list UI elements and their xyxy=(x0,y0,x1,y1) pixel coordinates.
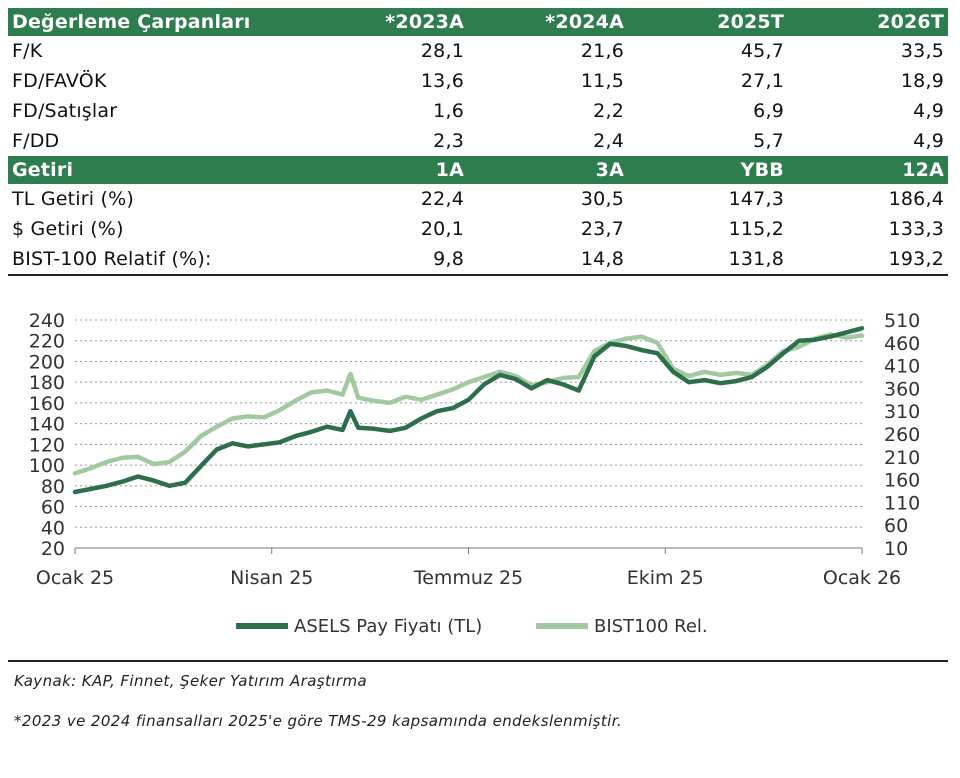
row-label: FD/Satışlar xyxy=(12,100,118,122)
table-cell: 22,4 xyxy=(420,188,464,210)
y-left-tick-label: 160 xyxy=(29,393,65,415)
header-cell: 2025T xyxy=(628,8,788,36)
table-cell: 4,9 xyxy=(913,100,944,122)
table-row: FD/FAVÖK 13,6 11,5 27,1 18,9 xyxy=(8,66,948,96)
y-right-tick-label: 160 xyxy=(884,470,920,492)
returns-header-row: Getiri 1A 3A YBB 12A xyxy=(8,156,948,184)
header-cell: YBB xyxy=(628,156,788,184)
header-cell: 3A xyxy=(468,156,628,184)
y-right-tick-label: 260 xyxy=(884,424,920,446)
asels-price-line xyxy=(72,326,865,495)
table-cell: 186,4 xyxy=(888,188,944,210)
header-cell: Getiri xyxy=(8,156,318,184)
table-cell: 9,8 xyxy=(318,244,468,276)
table-cell: 18,9 xyxy=(900,70,944,92)
y-right-tick-label: 210 xyxy=(884,447,920,469)
table-row: F/K 28,1 21,6 45,7 33,5 xyxy=(8,36,948,66)
row-label: FD/FAVÖK xyxy=(12,70,107,92)
table-cell: 23,7 xyxy=(580,218,624,240)
y-right-tick-label: 360 xyxy=(884,378,920,400)
y-right-tick-label: 10 xyxy=(884,538,908,560)
row-label: F/DD xyxy=(12,130,60,152)
source-note: Kaynak: KAP, Finnet, Şeker Yatırım Araşt… xyxy=(14,672,368,690)
price-chart: 2402202001801601401201008060402051046041… xyxy=(29,310,921,637)
table-cell: 133,3 xyxy=(888,218,944,240)
y-left-tick-label: 120 xyxy=(29,434,65,456)
y-right-tick-label: 60 xyxy=(884,515,908,537)
y-left-tick-label: 40 xyxy=(41,517,65,539)
table-cell: 45,7 xyxy=(740,40,784,62)
table-cell: 27,1 xyxy=(740,70,784,92)
y-left-tick-label: 100 xyxy=(29,455,65,477)
table-cell: 21,6 xyxy=(580,40,624,62)
y-left-tick-label: 20 xyxy=(41,538,65,560)
y-left-tick-label: 240 xyxy=(29,310,65,332)
valuation-header-row: Değerleme Çarpanları *2023A *2024A 2025T… xyxy=(8,8,948,36)
header-cell: *2024A xyxy=(468,8,628,36)
table-cell: 2,2 xyxy=(593,100,624,122)
table-cell: 2,3 xyxy=(433,130,464,152)
indexation-note: *2023 ve 2024 finansalları 2025'e göre T… xyxy=(14,712,623,730)
header-cell: *2023A xyxy=(318,8,468,36)
table-row: TL Getiri (%) 22,4 30,5 147,3 186,4 xyxy=(8,184,948,214)
y-right-tick-label: 510 xyxy=(884,310,920,332)
x-tick-label: Ocak 25 xyxy=(36,567,114,589)
y-left-tick-label: 140 xyxy=(29,414,65,436)
y-right-tick-label: 110 xyxy=(884,492,920,514)
table-row: $ Getiri (%) 20,1 23,7 115,2 133,3 xyxy=(8,214,948,244)
table-cell: 28,1 xyxy=(420,40,464,62)
footer-divider xyxy=(8,660,948,662)
row-label: $ Getiri (%) xyxy=(12,218,124,240)
table-cell: 115,2 xyxy=(728,218,784,240)
table-cell: 131,8 xyxy=(628,244,788,276)
x-tick-label: Ocak 26 xyxy=(823,567,901,589)
legend-label-asels: ASELS Pay Fiyatı (TL) xyxy=(294,616,482,637)
header-cell: 2026T xyxy=(788,8,948,36)
x-tick-label: Temmuz 25 xyxy=(413,567,523,589)
y-right-tick-label: 410 xyxy=(884,356,920,378)
table-cell: 11,5 xyxy=(580,70,624,92)
valuation-table: Değerleme Çarpanları *2023A *2024A 2025T… xyxy=(8,8,948,276)
header-cell: 1A xyxy=(318,156,468,184)
table-cell: 33,5 xyxy=(900,40,944,62)
x-tick-label: Nisan 25 xyxy=(230,567,313,589)
table-cell: 20,1 xyxy=(420,218,464,240)
table-cell: 147,3 xyxy=(728,188,784,210)
table-cell: 4,9 xyxy=(913,130,944,152)
legend-label-bist100: BIST100 Rel. xyxy=(594,616,708,637)
table-cell: 30,5 xyxy=(580,188,624,210)
y-left-tick-label: 80 xyxy=(41,476,65,498)
y-right-tick-label: 460 xyxy=(884,333,920,355)
row-label: F/K xyxy=(12,40,43,62)
table-row: BIST-100 Relatif (%): 9,8 14,8 131,8 193… xyxy=(8,244,948,276)
y-left-tick-label: 60 xyxy=(41,497,65,519)
y-right-tick-label: 310 xyxy=(884,401,920,423)
table-cell: 14,8 xyxy=(468,244,628,276)
table-cell: 13,6 xyxy=(420,70,464,92)
row-label: BIST-100 Relatif (%): xyxy=(8,244,318,276)
header-cell: Değerleme Çarpanları xyxy=(8,8,318,36)
table-cell: 1,6 xyxy=(433,100,464,122)
table-row: FD/Satışlar 1,6 2,2 6,9 4,9 xyxy=(8,96,948,126)
table-cell: 2,4 xyxy=(593,130,624,152)
row-label: TL Getiri (%) xyxy=(12,188,134,210)
y-left-tick-label: 200 xyxy=(29,351,65,373)
table-cell: 5,7 xyxy=(753,130,784,152)
y-left-tick-label: 220 xyxy=(29,331,65,353)
table-cell: 6,9 xyxy=(753,100,784,122)
y-left-tick-label: 180 xyxy=(29,372,65,394)
header-cell: 12A xyxy=(788,156,948,184)
table-row: F/DD 2,3 2,4 5,7 4,9 xyxy=(8,126,948,156)
table-cell: 193,2 xyxy=(788,244,948,276)
x-tick-label: Ekim 25 xyxy=(627,567,704,589)
bist100-rel-line xyxy=(72,332,865,476)
